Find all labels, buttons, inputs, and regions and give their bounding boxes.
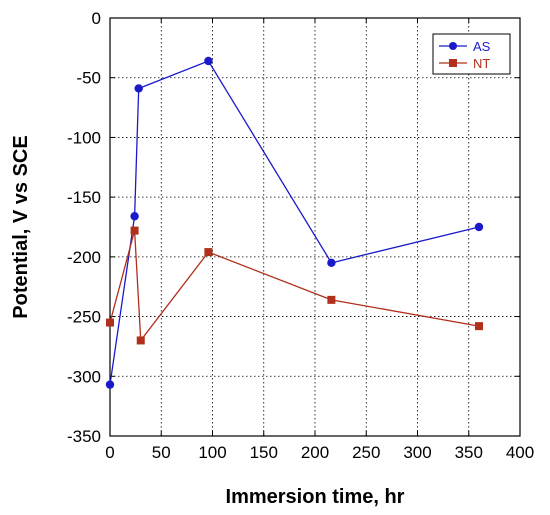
x-tick-label: 200 xyxy=(301,443,329,462)
y-tick-label: -350 xyxy=(67,427,101,446)
y-tick-label: -300 xyxy=(67,367,101,386)
data-point xyxy=(475,322,483,331)
legend: AS NT xyxy=(432,33,511,75)
x-tick-label: 250 xyxy=(352,443,380,462)
x-tick-label: 150 xyxy=(250,443,278,462)
series-as xyxy=(105,56,484,389)
legend-label: NT xyxy=(473,56,490,71)
data-point xyxy=(105,380,115,389)
data-point xyxy=(327,295,336,304)
data-point xyxy=(134,84,143,93)
legend-marker xyxy=(449,42,457,50)
data-point xyxy=(474,222,484,232)
axis-ticks: 0 50 100 150 200 250 300 350 400 0 -50 -100 -150 -200… xyxy=(67,9,534,462)
grid xyxy=(110,18,520,436)
x-tick-label: 50 xyxy=(152,443,171,462)
y-tick-label: 0 xyxy=(92,9,101,28)
x-axis-title: Immersion time, hr xyxy=(226,486,405,508)
series-nt xyxy=(106,226,483,345)
legend-box xyxy=(432,33,511,75)
x-tick-label: 100 xyxy=(198,443,226,462)
y-tick-label: -200 xyxy=(67,248,101,267)
x-tick-label: 400 xyxy=(506,443,534,462)
x-tick-label: 350 xyxy=(455,443,483,462)
data-point xyxy=(136,336,145,345)
x-tick-label: 300 xyxy=(403,443,431,462)
y-tick-label: -50 xyxy=(76,69,101,88)
y-tick-label: -250 xyxy=(67,308,101,327)
legend-marker xyxy=(449,59,457,67)
x-tick-label: 0 xyxy=(105,443,114,462)
series-group xyxy=(105,56,484,389)
y-axis-title: Potential, V vs SCE xyxy=(10,135,32,318)
y-tick-label: -100 xyxy=(67,128,101,147)
series-line xyxy=(109,60,480,385)
y-tick-label: -150 xyxy=(67,188,101,207)
legend-label: AS xyxy=(473,39,491,54)
data-point xyxy=(204,248,213,257)
data-point xyxy=(106,318,114,327)
data-point xyxy=(130,212,139,221)
data-point xyxy=(130,226,139,235)
data-point xyxy=(204,56,213,66)
data-point xyxy=(327,258,336,268)
series-line xyxy=(109,230,480,343)
